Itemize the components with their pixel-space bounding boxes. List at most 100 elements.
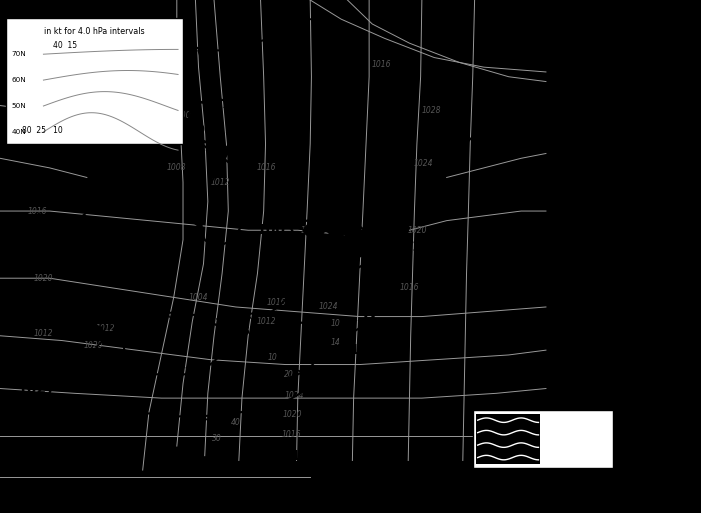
Text: H: H <box>515 89 527 104</box>
Polygon shape <box>128 354 135 363</box>
Polygon shape <box>243 214 254 222</box>
Polygon shape <box>306 359 319 361</box>
Text: 1012: 1012 <box>34 329 53 338</box>
Text: 1024: 1024 <box>350 343 388 357</box>
Text: 40  15: 40 15 <box>53 41 77 50</box>
Polygon shape <box>167 310 172 320</box>
Text: 1016: 1016 <box>257 163 276 172</box>
Text: 1020: 1020 <box>83 341 103 350</box>
Polygon shape <box>48 221 57 227</box>
Text: 1002: 1002 <box>176 123 215 136</box>
Polygon shape <box>165 368 170 378</box>
Polygon shape <box>186 114 200 119</box>
Text: 1016: 1016 <box>400 283 419 292</box>
Text: 1026: 1026 <box>291 449 329 463</box>
Polygon shape <box>285 278 299 281</box>
Polygon shape <box>121 341 133 345</box>
Polygon shape <box>299 391 311 394</box>
Text: 10: 10 <box>268 353 278 362</box>
Polygon shape <box>266 37 277 44</box>
Polygon shape <box>212 349 226 351</box>
Polygon shape <box>141 410 145 420</box>
Polygon shape <box>268 247 275 256</box>
Polygon shape <box>184 367 192 376</box>
Polygon shape <box>86 326 104 341</box>
Polygon shape <box>78 191 90 195</box>
Text: L: L <box>271 192 281 208</box>
Polygon shape <box>128 328 141 330</box>
Text: in kt for 4.0 hPa intervals: in kt for 4.0 hPa intervals <box>44 27 145 36</box>
Polygon shape <box>268 311 273 321</box>
Polygon shape <box>346 230 365 245</box>
Text: 1024: 1024 <box>285 391 304 400</box>
Polygon shape <box>293 368 304 374</box>
Text: 50N: 50N <box>11 103 26 109</box>
Polygon shape <box>60 184 63 194</box>
Polygon shape <box>370 307 383 309</box>
Polygon shape <box>205 145 218 150</box>
Polygon shape <box>278 294 291 296</box>
Polygon shape <box>211 243 219 253</box>
Text: 1020: 1020 <box>283 410 303 420</box>
Text: 1020: 1020 <box>407 226 427 235</box>
Polygon shape <box>265 306 278 311</box>
Text: 1027: 1027 <box>18 382 57 396</box>
Text: 10: 10 <box>330 319 340 328</box>
Polygon shape <box>381 274 395 278</box>
Text: 998: 998 <box>222 324 250 338</box>
Polygon shape <box>162 413 166 422</box>
Polygon shape <box>191 221 202 237</box>
Polygon shape <box>243 43 253 51</box>
Polygon shape <box>203 414 209 423</box>
Text: 1028: 1028 <box>421 106 441 115</box>
Text: 1016: 1016 <box>266 298 286 307</box>
FancyBboxPatch shape <box>6 18 183 144</box>
Polygon shape <box>285 28 298 33</box>
Polygon shape <box>380 257 390 264</box>
Text: 1000: 1000 <box>172 111 191 120</box>
Polygon shape <box>208 168 218 177</box>
Polygon shape <box>303 220 325 237</box>
Text: L: L <box>430 370 439 385</box>
Text: 1012: 1012 <box>96 324 115 333</box>
Polygon shape <box>197 46 200 57</box>
Polygon shape <box>221 49 231 57</box>
Polygon shape <box>307 373 318 379</box>
Polygon shape <box>351 240 373 257</box>
Polygon shape <box>175 37 182 47</box>
Polygon shape <box>289 315 292 326</box>
Polygon shape <box>144 313 151 322</box>
Text: H: H <box>362 312 376 327</box>
Text: 1003: 1003 <box>257 223 295 237</box>
Text: 1011: 1011 <box>415 401 454 415</box>
Polygon shape <box>147 364 149 374</box>
Text: 1036: 1036 <box>46 58 66 67</box>
Polygon shape <box>226 109 238 126</box>
Text: 1016: 1016 <box>27 207 47 215</box>
Polygon shape <box>207 319 212 328</box>
Polygon shape <box>283 399 292 406</box>
Polygon shape <box>248 192 259 209</box>
Text: 1012: 1012 <box>257 317 276 326</box>
Text: 1004: 1004 <box>189 293 208 302</box>
Polygon shape <box>378 291 392 293</box>
Polygon shape <box>327 219 348 236</box>
Text: 20: 20 <box>284 370 293 379</box>
Text: 1028: 1028 <box>502 120 540 134</box>
Polygon shape <box>194 127 208 143</box>
Polygon shape <box>229 153 245 167</box>
Text: 70N: 70N <box>11 51 26 57</box>
Polygon shape <box>183 414 188 423</box>
Polygon shape <box>224 315 232 324</box>
Polygon shape <box>101 399 104 409</box>
Text: 14: 14 <box>330 339 340 347</box>
Polygon shape <box>85 207 95 213</box>
Polygon shape <box>160 23 170 30</box>
FancyBboxPatch shape <box>476 414 540 464</box>
Text: 1016: 1016 <box>282 429 301 439</box>
Polygon shape <box>106 310 124 324</box>
Polygon shape <box>244 409 252 417</box>
Polygon shape <box>280 262 289 269</box>
Polygon shape <box>222 99 231 108</box>
Polygon shape <box>238 176 253 178</box>
